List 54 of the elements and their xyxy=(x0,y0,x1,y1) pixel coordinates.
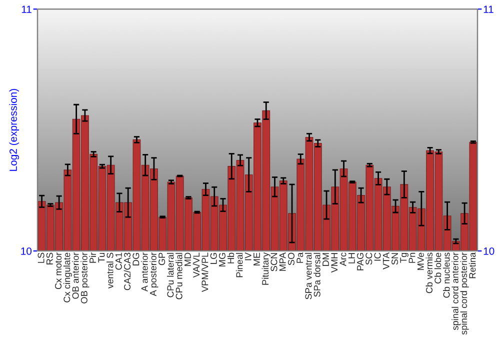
x-tick-label: MD xyxy=(184,252,191,266)
x-tick-label: VMH xyxy=(331,253,338,273)
x-tick-label: Tu xyxy=(98,252,105,262)
y2-tick-label: 11 xyxy=(484,6,494,13)
x-tick-label: OB posterior xyxy=(80,252,90,304)
x-tick-label: Pn xyxy=(408,252,416,263)
x-tick-label: ME xyxy=(254,252,260,266)
y-axis-title: Log2 (expression) xyxy=(9,88,19,171)
x-tick-label: VTA xyxy=(382,252,390,270)
x-tick-label: Cb lobe xyxy=(434,252,442,284)
x-tick-label: Arc xyxy=(340,252,346,266)
x-tick-label: Hb xyxy=(227,252,234,264)
x-tick-label: Pituitary xyxy=(262,252,270,285)
x-tick-label: MG xyxy=(218,253,226,266)
x-tick-label: spinal cord anterior xyxy=(452,252,460,330)
x-tick-label: SO xyxy=(288,252,294,266)
x-tick-label: SPa ventral xyxy=(304,252,312,300)
x-tick-label: CPu lateral xyxy=(166,252,174,298)
x-tick-label: Pa xyxy=(296,252,304,263)
x-tick-label: Cx cingulate xyxy=(63,252,72,302)
x-tick-label: DG xyxy=(132,253,140,266)
x-tick-label: LS xyxy=(38,252,44,263)
x-tick-label: Pir xyxy=(89,252,96,263)
x-tick-label: PAG xyxy=(357,253,364,270)
x-tick-label: IV xyxy=(244,252,252,260)
x-tick-label: SN xyxy=(392,253,398,265)
x-tick-label: A anterior xyxy=(141,252,148,292)
x-tick-label: CPu medial xyxy=(176,252,182,300)
x-tick-label: RS xyxy=(46,252,53,264)
x-tick-label: CA2/CA3 xyxy=(124,252,131,290)
x-tick-label: IC xyxy=(374,252,381,261)
x-tick-label: SC xyxy=(366,252,372,265)
y2-tick-label: 10 xyxy=(484,247,494,255)
x-tick-label: LH xyxy=(348,253,355,264)
x-tick-label: VPM/VPL xyxy=(201,252,208,292)
x-tick-label: A posterior xyxy=(150,252,158,296)
x-tick-label: Cb vermis xyxy=(426,252,433,294)
x-tick-label: Tg xyxy=(400,252,408,263)
x-tick-label: VA/VL xyxy=(192,252,200,278)
x-tick-label: DM xyxy=(322,253,329,266)
x-tick-label: ventral S xyxy=(106,252,114,288)
x-tick-label: LG xyxy=(210,253,217,264)
x-tick-label: GP xyxy=(158,252,166,266)
x-tick-label: Cx motor xyxy=(55,252,62,290)
x-tick-label: OB anterior xyxy=(72,252,79,299)
x-tick-label: MPA xyxy=(279,252,286,271)
x-tick-label: SPa dorsal xyxy=(314,252,320,297)
x-tick-label: CA1 xyxy=(115,252,122,270)
x-tick-label: MVe xyxy=(417,252,424,270)
x-tick-label: Pineal xyxy=(236,252,243,278)
x-tick-label: Cb nucleus xyxy=(443,252,450,298)
x-tick-label: Retina xyxy=(468,252,476,278)
x-tick-label: spinal cord posterior xyxy=(460,252,469,335)
x-tick-label: SCN xyxy=(270,253,278,272)
